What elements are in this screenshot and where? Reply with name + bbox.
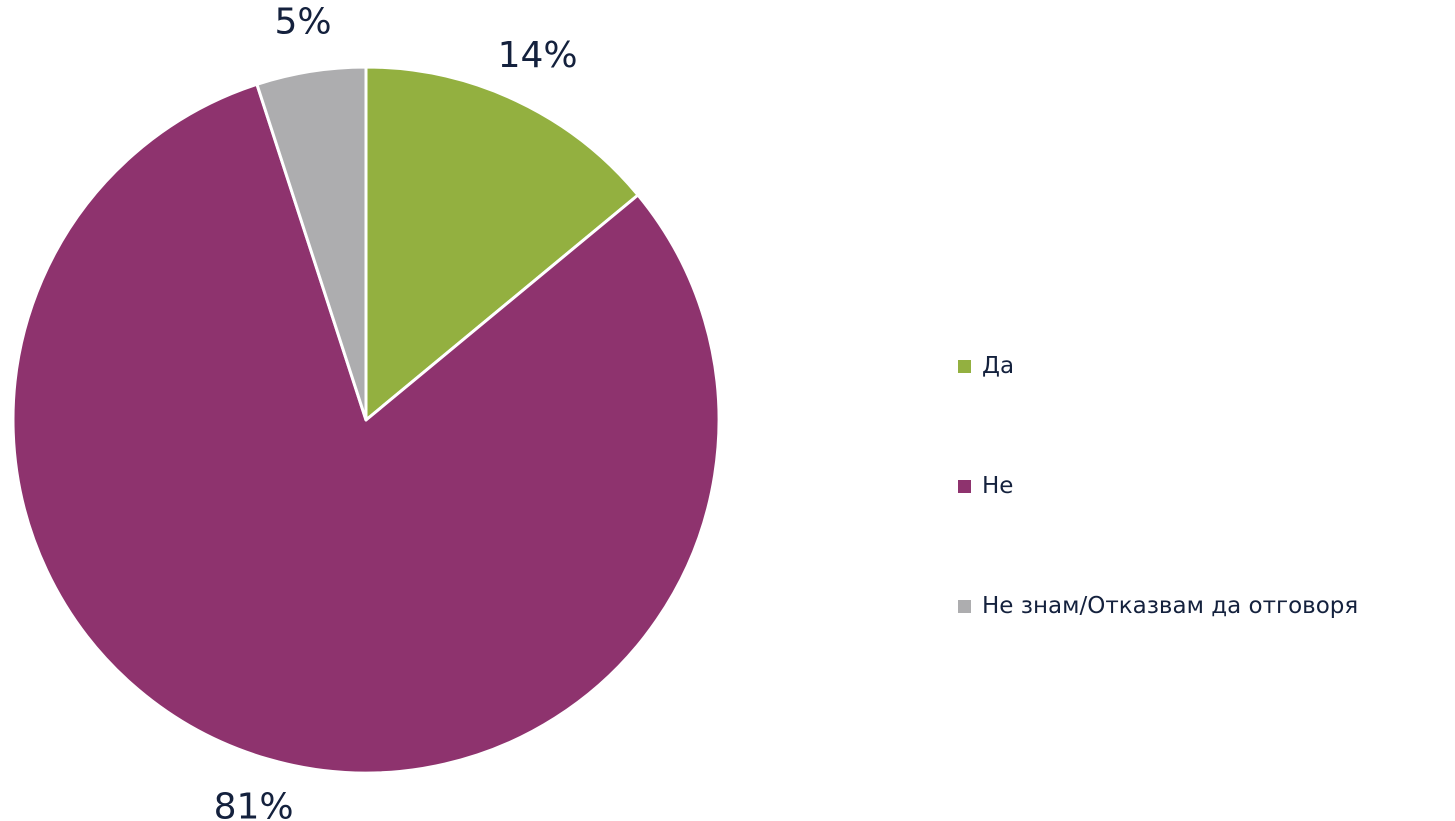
legend-item-dont-know[interactable]: Не знам/Отказвам да отговоря bbox=[958, 586, 1455, 626]
pie-slice-dont-know[interactable] bbox=[255, 65, 368, 422]
chart-legend: Да Не Не знам/Отказвам да отговоря bbox=[958, 346, 1455, 626]
data-label-dont-know: 5% bbox=[274, 2, 331, 43]
legend-swatch-dont-know bbox=[958, 599, 971, 613]
legend-label-no: Не bbox=[982, 473, 1014, 499]
data-label-yes: 14% bbox=[498, 35, 578, 76]
pie-data-labels: 14% 81% 5% bbox=[214, 2, 578, 821]
pie-slice-yes[interactable] bbox=[364, 65, 640, 422]
data-label-no: 81% bbox=[214, 787, 294, 821]
legend-swatch-no bbox=[958, 479, 971, 493]
legend-label-dont-know: Не знам/Отказвам да отговоря bbox=[982, 593, 1359, 619]
pie-slices bbox=[11, 65, 721, 775]
legend-item-no[interactable]: Не bbox=[958, 466, 1455, 506]
pie-slice-no[interactable] bbox=[11, 82, 721, 775]
legend-item-yes[interactable]: Да bbox=[958, 346, 1455, 386]
legend-swatch-yes bbox=[958, 359, 971, 373]
legend-label-yes: Да bbox=[982, 353, 1015, 379]
